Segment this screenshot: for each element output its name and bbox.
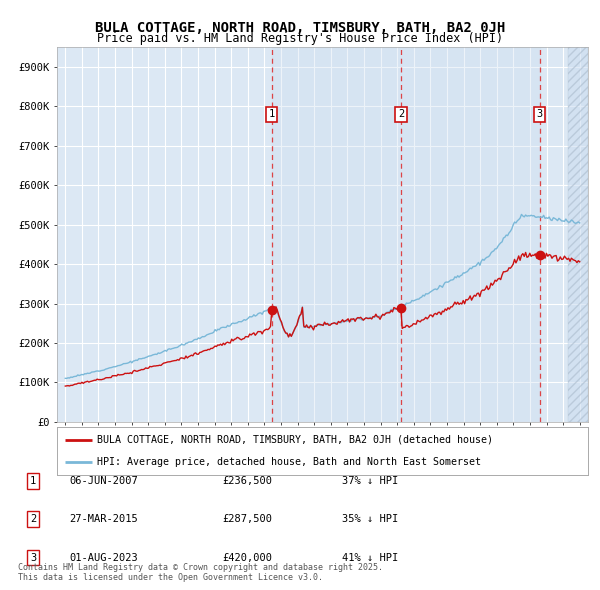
Text: 1: 1 xyxy=(30,476,36,486)
Text: 01-AUG-2023: 01-AUG-2023 xyxy=(69,553,138,562)
Bar xyxy=(568,47,588,422)
Text: 27-MAR-2015: 27-MAR-2015 xyxy=(69,514,138,524)
Text: £420,000: £420,000 xyxy=(222,553,272,562)
Text: £287,500: £287,500 xyxy=(222,514,272,524)
Text: 3: 3 xyxy=(30,553,36,562)
Text: 2: 2 xyxy=(398,109,404,119)
Bar xyxy=(272,47,539,422)
Text: Contains HM Land Registry data © Crown copyright and database right 2025.
This d: Contains HM Land Registry data © Crown c… xyxy=(18,563,383,582)
Text: 3: 3 xyxy=(536,109,542,119)
Text: 35% ↓ HPI: 35% ↓ HPI xyxy=(342,514,398,524)
Text: BULA COTTAGE, NORTH ROAD, TIMSBURY, BATH, BA2 0JH (detached house): BULA COTTAGE, NORTH ROAD, TIMSBURY, BATH… xyxy=(97,435,493,445)
Text: HPI: Average price, detached house, Bath and North East Somerset: HPI: Average price, detached house, Bath… xyxy=(97,457,481,467)
Text: Price paid vs. HM Land Registry's House Price Index (HPI): Price paid vs. HM Land Registry's House … xyxy=(97,32,503,45)
Text: BULA COTTAGE, NORTH ROAD, TIMSBURY, BATH, BA2 0JH: BULA COTTAGE, NORTH ROAD, TIMSBURY, BATH… xyxy=(95,21,505,35)
Text: £236,500: £236,500 xyxy=(222,476,272,486)
Text: 41% ↓ HPI: 41% ↓ HPI xyxy=(342,553,398,562)
Text: 37% ↓ HPI: 37% ↓ HPI xyxy=(342,476,398,486)
Text: 06-JUN-2007: 06-JUN-2007 xyxy=(69,476,138,486)
Text: 2: 2 xyxy=(30,514,36,524)
Text: 1: 1 xyxy=(268,109,275,119)
